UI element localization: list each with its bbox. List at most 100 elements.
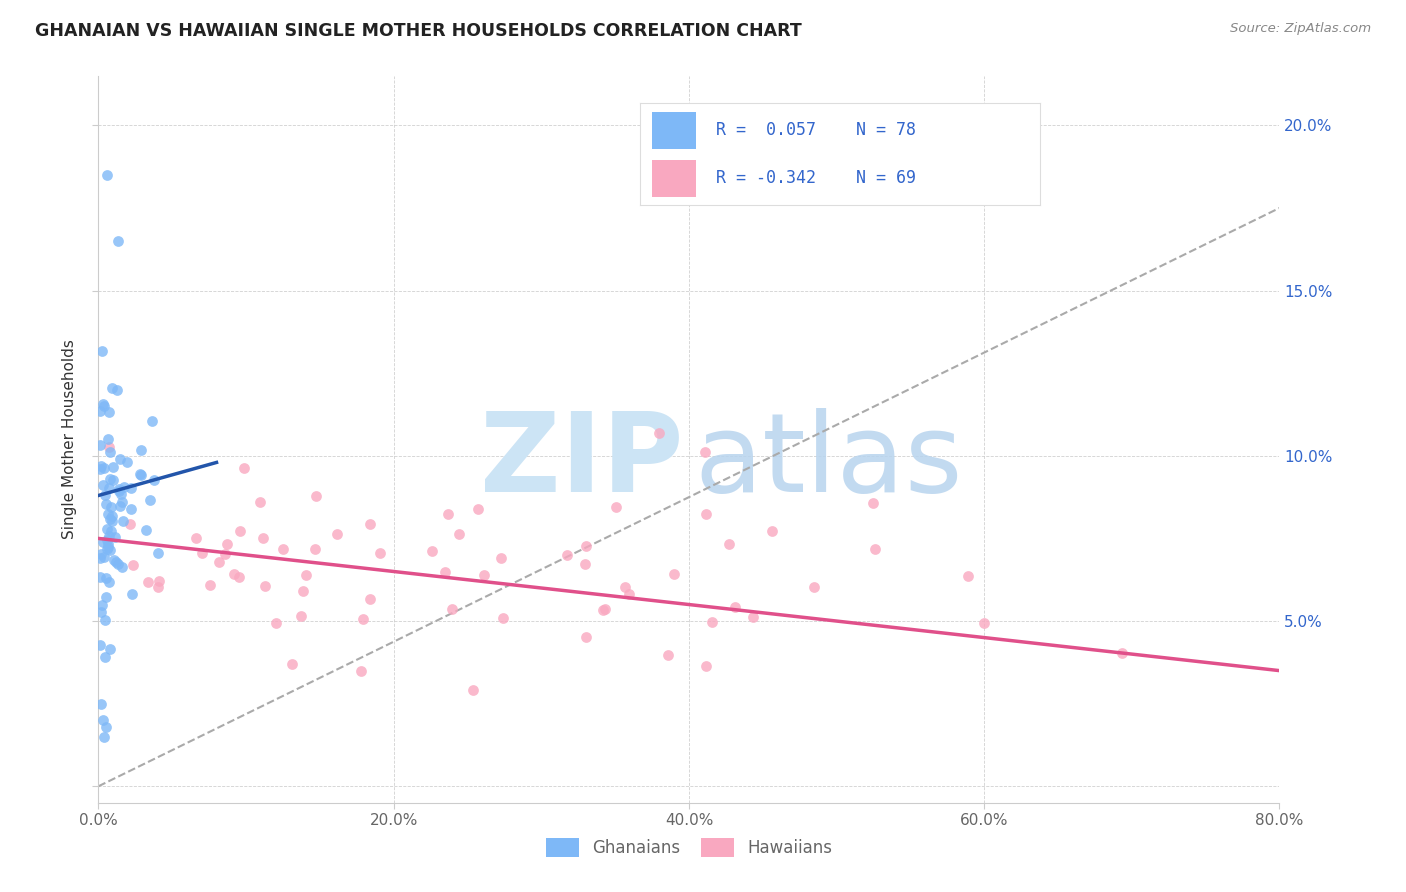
Point <box>90 697 112 711</box>
Point <box>110 486 132 500</box>
Point <box>98 529 121 543</box>
Point <box>101 459 124 474</box>
Point <box>112 480 135 494</box>
Point <box>122 558 145 573</box>
Point <box>271 542 294 557</box>
Point <box>97 540 120 554</box>
Point <box>742 610 765 624</box>
Text: GHANAIAN VS HAWAIIAN SINGLE MOTHER HOUSEHOLDS CORRELATION CHART: GHANAIAN VS HAWAIIAN SINGLE MOTHER HOUSE… <box>35 22 801 40</box>
Point <box>97 432 120 446</box>
Point <box>98 575 121 590</box>
Point <box>973 615 995 630</box>
Text: Source: ZipAtlas.com: Source: ZipAtlas.com <box>1230 22 1371 36</box>
Point <box>281 657 304 671</box>
Point <box>304 542 326 557</box>
Point <box>100 445 122 459</box>
Point <box>107 558 129 572</box>
Point <box>100 509 122 524</box>
Point <box>574 557 596 571</box>
Point <box>97 507 120 521</box>
Legend: Ghanaians, Hawaiians: Ghanaians, Hawaiians <box>538 831 839 863</box>
Point <box>96 571 118 585</box>
Point <box>90 547 112 561</box>
Point <box>222 566 245 581</box>
Point <box>129 468 152 483</box>
Point <box>98 641 121 656</box>
Point <box>98 542 121 557</box>
Point <box>368 546 391 560</box>
Point <box>111 560 134 574</box>
Point <box>89 638 111 652</box>
Point <box>264 615 287 630</box>
Point <box>105 556 128 570</box>
Point <box>956 568 979 582</box>
Point <box>100 500 122 515</box>
Point <box>103 553 125 567</box>
Point <box>94 590 117 604</box>
Point <box>120 481 142 495</box>
Point <box>91 478 114 492</box>
Point <box>863 541 886 556</box>
Point <box>129 467 152 482</box>
Point <box>200 577 222 591</box>
Point <box>100 514 122 528</box>
Point <box>228 570 250 584</box>
Point <box>98 512 121 526</box>
Point <box>359 592 381 607</box>
Text: atlas: atlas <box>695 408 963 515</box>
Point <box>350 664 373 678</box>
Point <box>120 502 142 516</box>
Point <box>142 473 165 487</box>
Point <box>761 524 783 538</box>
Point <box>184 531 207 545</box>
Point <box>614 580 637 594</box>
Point <box>91 397 114 411</box>
Point <box>89 551 111 566</box>
Point <box>120 517 142 532</box>
Point <box>97 441 120 455</box>
Point <box>100 524 122 538</box>
Point <box>249 494 271 508</box>
Point <box>467 502 489 516</box>
Point <box>103 473 125 487</box>
Point <box>291 584 314 599</box>
Point <box>359 516 381 531</box>
Point <box>117 455 139 469</box>
Point <box>100 381 122 395</box>
Point <box>437 508 460 522</box>
Point <box>91 534 114 549</box>
Point <box>108 451 131 466</box>
Point <box>94 497 117 511</box>
Y-axis label: Single Mother Households: Single Mother Households <box>62 339 77 540</box>
Point <box>557 548 579 562</box>
Point <box>447 527 470 541</box>
Point <box>148 574 170 588</box>
Point <box>139 493 162 508</box>
Point <box>617 587 640 601</box>
Point <box>93 549 115 564</box>
Point <box>89 462 111 476</box>
Point <box>98 472 121 486</box>
Point <box>593 602 616 616</box>
Point <box>94 613 117 627</box>
Point <box>91 713 114 727</box>
Point <box>90 606 112 620</box>
Point <box>141 414 163 428</box>
Point <box>94 720 117 734</box>
Point <box>96 541 118 556</box>
Bar <box>652 112 696 149</box>
Point <box>91 598 114 612</box>
Point <box>492 611 515 625</box>
Point <box>290 609 312 624</box>
Point <box>208 555 231 569</box>
Point <box>695 507 717 521</box>
Point <box>441 602 464 616</box>
Point <box>491 550 513 565</box>
Point <box>111 495 134 509</box>
Point <box>662 567 685 582</box>
Point <box>105 384 128 398</box>
Point <box>107 482 129 496</box>
Point <box>107 234 129 248</box>
Point <box>215 537 238 551</box>
Point <box>214 547 236 561</box>
